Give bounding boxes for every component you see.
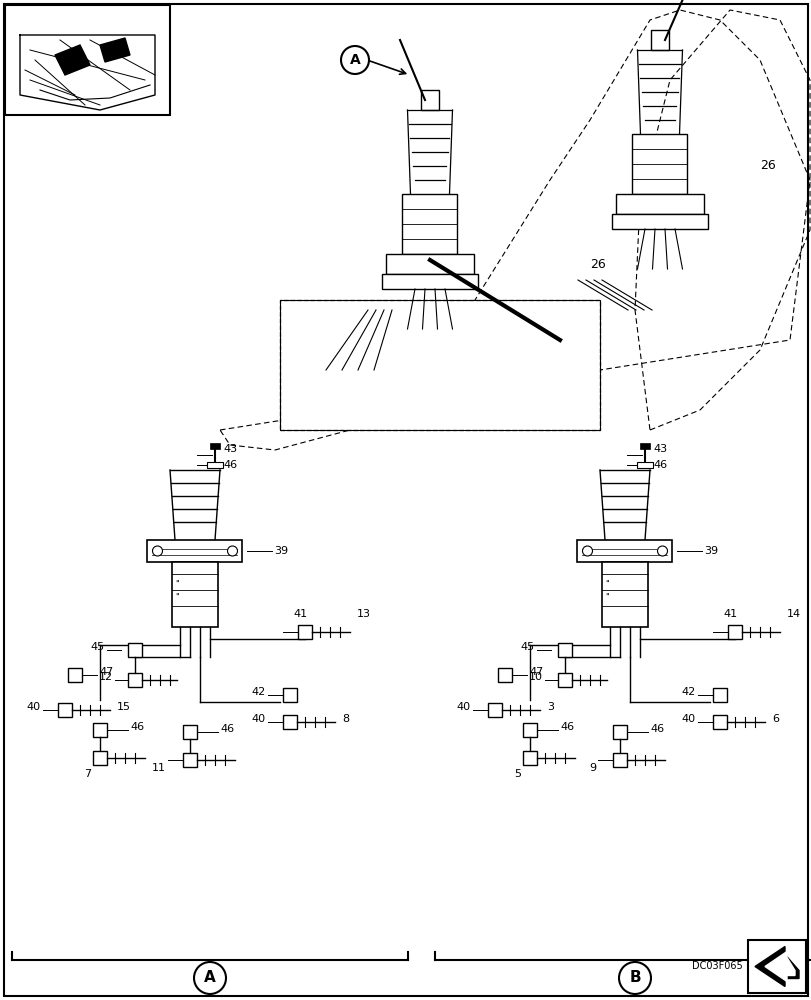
Circle shape (194, 962, 225, 994)
Text: 47: 47 (99, 667, 113, 677)
Text: 41: 41 (722, 609, 736, 619)
Text: '': '' (604, 580, 609, 589)
Bar (68, 668, 82, 682)
Bar (712, 688, 726, 702)
Text: 9: 9 (588, 763, 595, 773)
Text: '': '' (604, 593, 609, 602)
Polygon shape (55, 45, 90, 75)
Circle shape (581, 546, 592, 556)
Text: 39: 39 (274, 546, 288, 556)
Bar (601, 562, 647, 627)
Bar (639, 443, 649, 449)
Text: 46: 46 (130, 722, 144, 732)
Bar (128, 673, 142, 687)
Bar (632, 134, 687, 194)
Text: 46: 46 (220, 724, 234, 734)
Bar (5, 5, 169, 115)
Text: 39: 39 (704, 546, 718, 556)
Bar (557, 673, 571, 687)
Bar (280, 300, 599, 430)
Bar (172, 562, 217, 627)
Circle shape (618, 962, 650, 994)
Text: 46: 46 (223, 460, 237, 470)
Bar (487, 703, 501, 717)
Circle shape (227, 546, 237, 556)
Bar (210, 443, 220, 449)
Text: 46: 46 (560, 722, 573, 732)
Bar (283, 715, 297, 729)
Bar (182, 725, 197, 739)
Bar (557, 643, 571, 657)
Text: 43: 43 (652, 444, 667, 454)
Bar (128, 643, 142, 657)
Text: 42: 42 (681, 687, 695, 697)
Circle shape (657, 546, 667, 556)
Text: 26: 26 (759, 159, 775, 172)
Bar (727, 625, 741, 639)
Text: 46: 46 (649, 724, 663, 734)
Text: 40: 40 (457, 702, 470, 712)
Bar (381, 274, 478, 289)
Bar (280, 300, 599, 430)
Polygon shape (754, 946, 798, 986)
Bar (298, 625, 311, 639)
Text: 12: 12 (99, 672, 113, 682)
Bar (522, 723, 536, 737)
Bar (611, 214, 707, 229)
Text: 26: 26 (590, 258, 605, 271)
Text: A: A (350, 53, 360, 67)
Text: 40: 40 (681, 714, 695, 724)
Text: 6: 6 (771, 714, 778, 724)
Polygon shape (764, 951, 794, 981)
Text: 3: 3 (547, 702, 553, 712)
Text: 42: 42 (251, 687, 266, 697)
Polygon shape (100, 38, 130, 62)
Text: '': '' (175, 593, 179, 602)
Bar (522, 751, 536, 765)
Bar (650, 30, 668, 50)
Text: 47: 47 (528, 667, 543, 677)
Text: 45: 45 (91, 642, 105, 652)
Bar (420, 90, 439, 110)
Bar (182, 753, 197, 767)
Bar (616, 194, 703, 214)
Text: 14: 14 (786, 609, 800, 619)
Bar (612, 753, 626, 767)
Text: 46: 46 (652, 460, 667, 470)
Text: 7: 7 (84, 769, 92, 779)
Text: 40: 40 (251, 714, 266, 724)
Text: 15: 15 (117, 702, 131, 712)
Text: 40: 40 (27, 702, 41, 712)
Bar (402, 194, 457, 254)
Bar (93, 723, 107, 737)
Text: 43: 43 (223, 444, 237, 454)
Text: 5: 5 (514, 769, 521, 779)
Bar (612, 725, 626, 739)
Text: 11: 11 (152, 763, 165, 773)
Bar (747, 940, 805, 993)
Bar (497, 668, 512, 682)
Text: '': '' (175, 580, 179, 589)
Text: 41: 41 (293, 609, 307, 619)
Text: DC03F065: DC03F065 (692, 961, 742, 971)
Bar (577, 540, 672, 562)
Text: A: A (204, 970, 216, 985)
Circle shape (341, 46, 368, 74)
Text: 8: 8 (341, 714, 349, 724)
Bar (385, 254, 474, 274)
Bar (636, 462, 652, 468)
Bar (283, 688, 297, 702)
Text: 10: 10 (528, 672, 543, 682)
Text: 13: 13 (357, 609, 371, 619)
Bar (207, 462, 223, 468)
Bar (58, 703, 72, 717)
Text: B: B (629, 970, 640, 985)
Bar (148, 540, 242, 562)
Bar (93, 751, 107, 765)
Text: 45: 45 (520, 642, 534, 652)
Circle shape (152, 546, 162, 556)
Bar (712, 715, 726, 729)
